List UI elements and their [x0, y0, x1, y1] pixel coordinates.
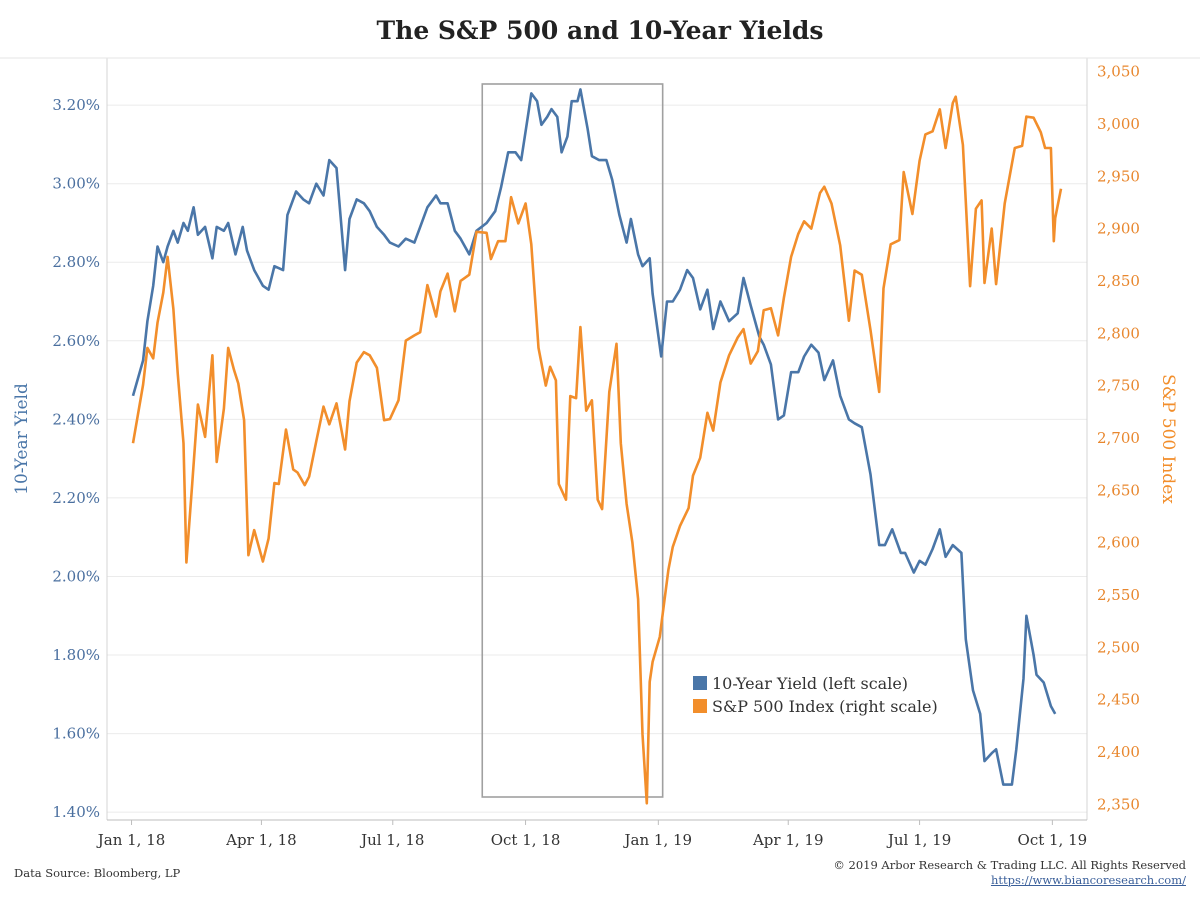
x-tick-label: Jul 1, 18	[359, 831, 424, 849]
y-right-tick-label: 2,900	[1097, 220, 1140, 238]
y-left-tick-label: 3.00%	[52, 175, 100, 193]
y-right-tick-label: 2,400	[1097, 743, 1140, 761]
y-left-tick-label: 2.20%	[52, 489, 100, 507]
x-tick-label: Apr 1, 19	[752, 831, 824, 849]
y-left-tick-label: 2.00%	[52, 567, 100, 585]
y-left-tick-label: 2.80%	[52, 253, 100, 271]
axis-ticks: 1.40% 1.60% 1.80% 2.00% 2.20% 2.40% 2.60% 2.80%…	[52, 63, 1140, 849]
y-right-tick-label: 3,000	[1097, 115, 1140, 133]
x-tick-label: Jan 1, 19	[623, 831, 693, 849]
y-left-tick-label: 1.60%	[52, 725, 100, 743]
legend-label-yield: 10-Year Yield (left scale)	[712, 674, 908, 693]
legend-swatch-yield	[693, 676, 707, 690]
x-tick-label: Oct 1, 18	[491, 831, 561, 849]
y-right-tick-label: 2,800	[1097, 324, 1140, 342]
data-source-note: Data Source: Bloomberg, LP	[14, 866, 181, 880]
legend: 10-Year Yield (left scale) S&P 500 Index…	[693, 674, 938, 716]
copyright-note: © 2019 Arbor Research & Trading LLC. All…	[833, 858, 1186, 872]
y-left-tick-label: 3.20%	[52, 96, 100, 114]
x-tick-label: Oct 1, 19	[1018, 831, 1088, 849]
yield-series-line	[131, 88, 1057, 786]
y-right-tick-label: 2,500	[1097, 638, 1140, 656]
y-right-tick-label: 2,850	[1097, 272, 1140, 290]
y-right-tick-label: 2,550	[1097, 586, 1140, 604]
legend-label-spx: S&P 500 Index (right scale)	[712, 697, 938, 716]
x-tick-label: Jul 1, 19	[886, 831, 951, 849]
y-left-tick-label: 2.60%	[52, 332, 100, 350]
y-right-tick-label: 2,700	[1097, 429, 1140, 447]
x-tick-label: Apr 1, 18	[225, 831, 297, 849]
y-right-tick-label: 2,650	[1097, 481, 1140, 499]
y-right-tick-label: 2,950	[1097, 167, 1140, 185]
y-left-tick-label: 1.40%	[52, 803, 100, 821]
gridlines	[107, 104, 1087, 813]
y-right-tick-label: 2,450	[1097, 691, 1140, 709]
y-right-tick-label: 2,350	[1097, 795, 1140, 813]
y-left-tick-label: 1.80%	[52, 646, 100, 664]
y-right-axis-label: S&P 500 Index	[1158, 374, 1178, 504]
website-link[interactable]: https://www.biancoresearch.com/	[990, 873, 1186, 887]
y-right-tick-label: 2,750	[1097, 377, 1140, 395]
y-right-tick-label: 3,050	[1097, 63, 1140, 81]
legend-swatch-spx	[693, 699, 707, 713]
x-tick-label: Jan 1, 18	[96, 831, 166, 849]
highlight-box	[481, 83, 664, 798]
spx-series-line	[131, 95, 1063, 805]
y-left-axis-label: 10-Year Yield	[12, 383, 32, 495]
y-right-tick-label: 2,600	[1097, 534, 1140, 552]
y-left-tick-label: 2.40%	[52, 410, 100, 428]
chart-title: The S&P 500 and 10-Year Yields	[376, 16, 824, 45]
